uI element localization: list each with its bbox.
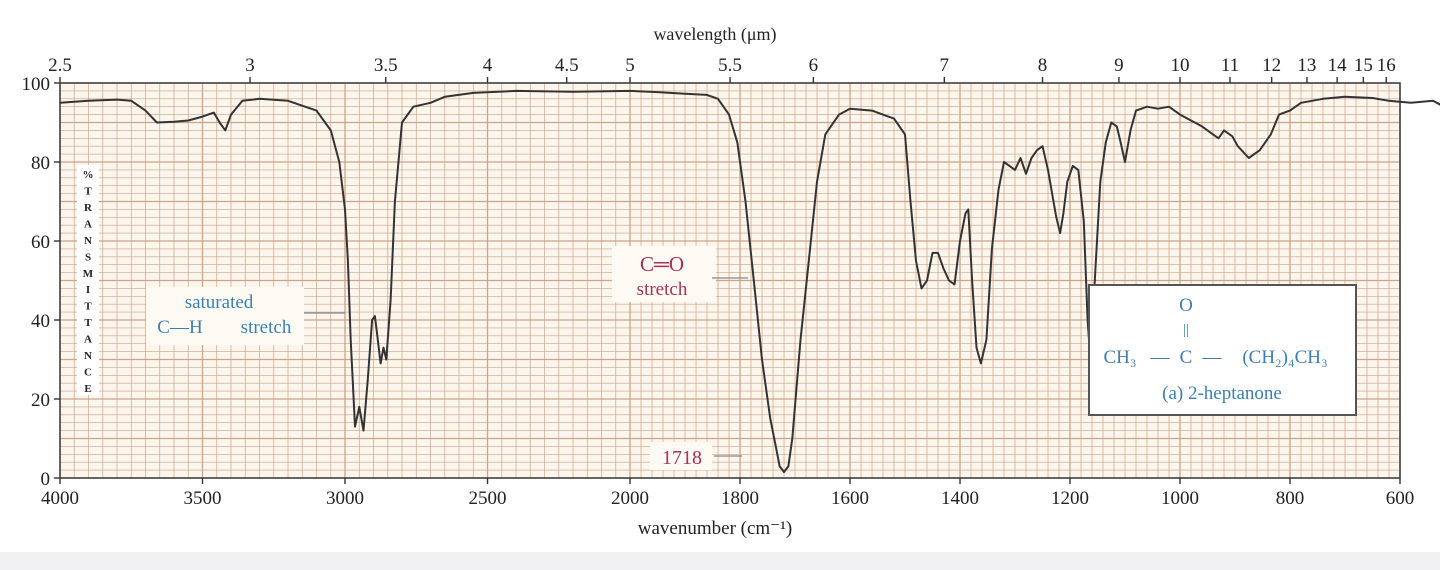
structure-box (1088, 284, 1357, 416)
co-annotation-line1: C═O (640, 252, 684, 276)
structure-ch3: CH₃ (1103, 347, 1136, 368)
y-axis-title-letter: A (84, 218, 92, 230)
y-axis-title-letter: % (83, 169, 94, 181)
ch-annotation-line2: stretch (241, 317, 292, 338)
structure-bond-left: — (1150, 347, 1171, 368)
x-axis-title: wavenumber (cm⁻¹) (638, 518, 792, 539)
top-tick-label: 12 (1262, 55, 1281, 76)
y-tick-label: 20 (31, 390, 50, 411)
axes: 0 20 40 60 80 100 4000 3500 3000 2500 2000 1800 1600… (22, 55, 1415, 509)
peak-label-1718: 1718 (662, 447, 702, 469)
structure-oxygen: O (1179, 295, 1193, 316)
y-axis-title-letter: I (86, 284, 90, 296)
y-tick-label: 40 (31, 311, 50, 332)
ch-annotation-bond: C—H (157, 317, 203, 338)
ch-annotation-box (146, 287, 304, 345)
y-axis-title-letter: S (85, 251, 91, 263)
top-tick-label: 11 (1221, 55, 1239, 76)
top-tick-label: 4.5 (555, 55, 579, 76)
x-tick-label: 600 (1386, 488, 1415, 509)
top-tick-label: 6 (809, 55, 819, 76)
x-tick-label: 2000 (611, 488, 649, 509)
x-tick-label: 1000 (1161, 488, 1199, 509)
structure-caption: (a) 2-heptanone (1162, 383, 1282, 404)
y-axis-title-letter: T (84, 317, 92, 329)
y-tick-label: 80 (31, 153, 50, 174)
y-axis-label-strip (77, 165, 99, 395)
y-axis-title-letter: T (84, 185, 92, 197)
y-axis-title-letter: T (84, 301, 92, 313)
co-annotation-box (612, 246, 716, 302)
structure-carbon: C (1180, 347, 1193, 368)
top-tick-label: 14 (1328, 55, 1348, 76)
transmittance-curve (59, 89, 1440, 474)
top-tick-label: 5.5 (718, 55, 742, 76)
top-tick-label: 16 (1377, 55, 1396, 76)
y-axis-title-letter: N (84, 235, 92, 247)
top-tick-label: 3 (245, 55, 255, 76)
y-axis-title-letter: C (84, 367, 92, 379)
top-tick-label: 4 (483, 55, 493, 76)
structure-double-bond: || (1183, 322, 1189, 338)
top-tick-label: 9 (1114, 55, 1124, 76)
ir-spectrum-chart: 0 20 40 60 80 100 4000 3500 3000 2500 2000 1800 1600… (22, 24, 1440, 539)
top-tick-label: 8 (1038, 55, 1048, 76)
x-tick-label: 3000 (326, 488, 364, 509)
structure-chain: (CH₂)₄CH₃ (1242, 347, 1327, 368)
top-axis-title: wavelength (μm) (653, 24, 776, 45)
top-tick-label: 7 (940, 55, 950, 76)
co-annotation-line2: stretch (637, 279, 688, 300)
top-tick-label: 10 (1171, 55, 1190, 76)
y-axis-title-letter: N (84, 350, 92, 362)
y-axis-title-letter: M (83, 268, 94, 280)
y-tick-label: 100 (22, 74, 51, 95)
peak-label-box (650, 442, 712, 470)
bottom-strip (0, 552, 1440, 570)
top-tick-label: 3.5 (374, 55, 398, 76)
y-axis-title-letter: A (84, 334, 92, 346)
x-tick-label: 3500 (184, 488, 222, 509)
y-tick-label: 60 (31, 232, 50, 253)
y-tick-label: 0 (41, 469, 51, 490)
x-tick-label: 800 (1276, 488, 1305, 509)
top-tick-label: 5 (625, 55, 635, 76)
x-tick-label: 4000 (41, 488, 79, 509)
ch-annotation-line1: saturated (185, 292, 254, 313)
y-axis-title-letter: R (84, 202, 93, 214)
x-tick-label: 1200 (1051, 488, 1089, 509)
x-tick-label: 1800 (721, 488, 759, 509)
x-tick-label: 2500 (469, 488, 507, 509)
top-tick-label: 2.5 (48, 55, 72, 76)
x-tick-label: 1600 (831, 488, 869, 509)
top-tick-label: 15 (1354, 55, 1373, 76)
structure-bond-right: — (1202, 347, 1223, 368)
top-tick-label: 13 (1297, 55, 1316, 76)
y-axis-title-letter: E (84, 383, 91, 395)
x-tick-label: 1400 (941, 488, 979, 509)
